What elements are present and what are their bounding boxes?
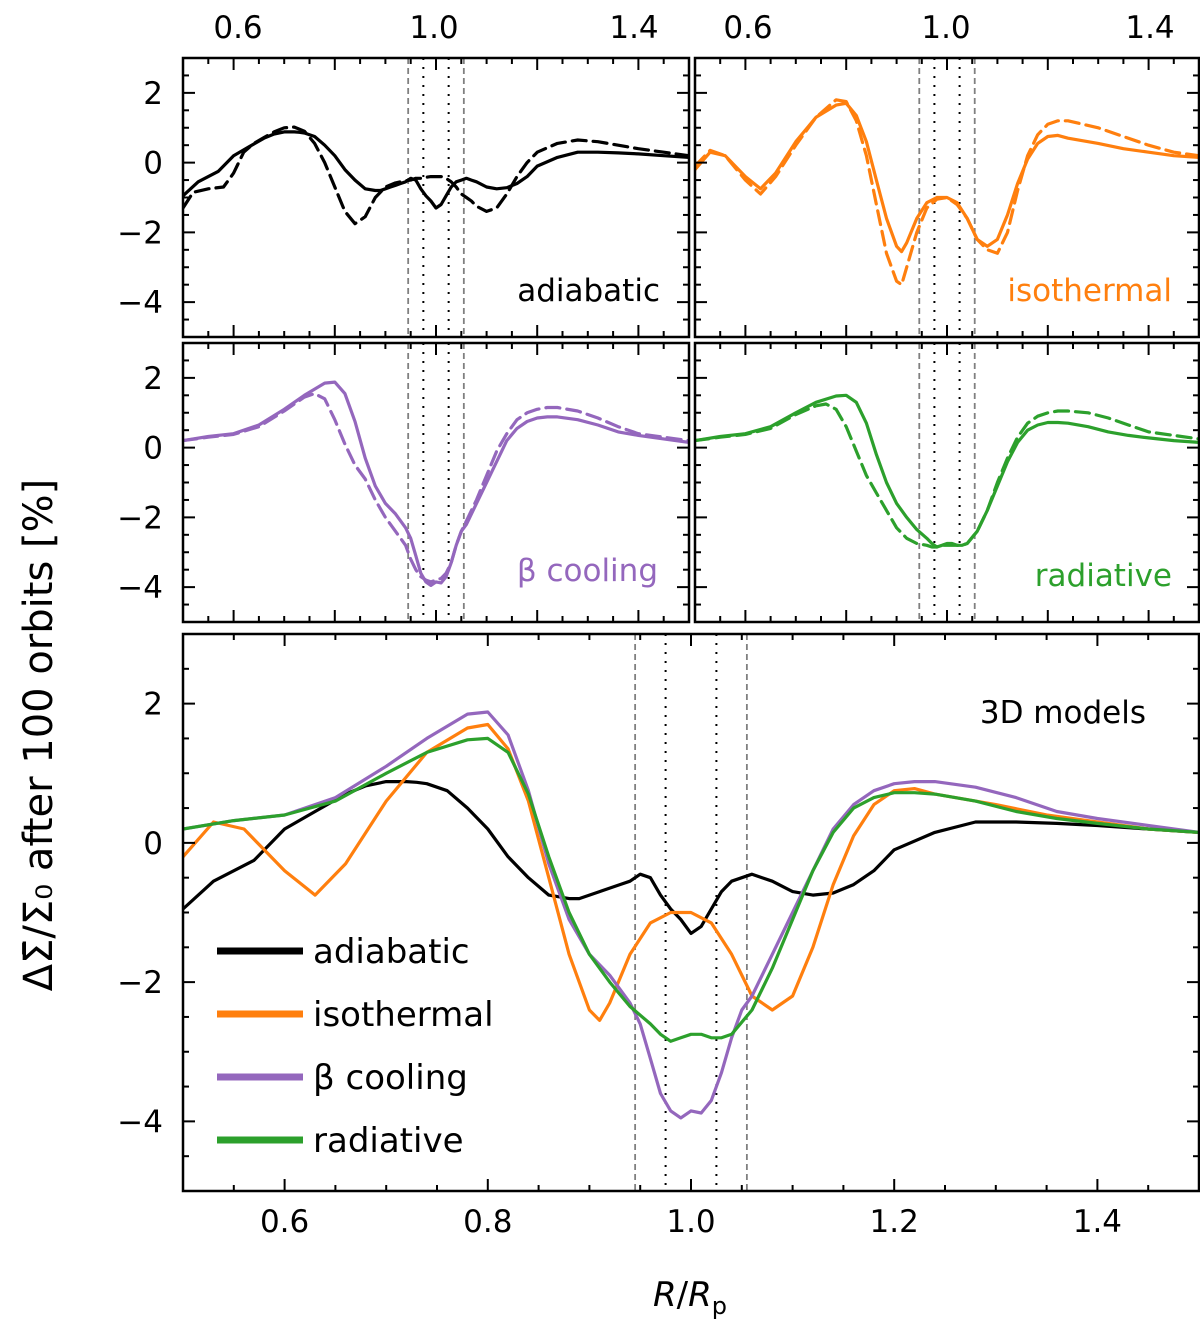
y-tick-label: 2: [143, 361, 163, 397]
series-group: [183, 380, 689, 587]
x-tick-label: 1.2: [870, 1204, 919, 1240]
series-line-2d-dashed-: [183, 392, 689, 584]
top-tick-left-1.0: 1.0: [409, 10, 458, 46]
x-tick-label: 0.8: [463, 1204, 512, 1240]
y-tick-label: −4: [117, 1104, 163, 1140]
y-tick-label: 2: [143, 687, 163, 723]
top-tick-right-0.6: 0.6: [723, 10, 772, 46]
tick-marks: [182, 57, 690, 338]
series-line-adiabatic: [183, 780, 1199, 935]
y-tick-label: −2: [117, 500, 163, 536]
y-axis-label: ΔΣ̄/Σ₀ after 100 orbits [%]: [16, 479, 62, 991]
y-tick-label: −4: [117, 570, 163, 606]
series-line-isothermal: [183, 722, 1199, 1022]
legend-label: isothermal: [313, 995, 494, 1035]
top-tick-right-1.4: 1.4: [1125, 10, 1174, 46]
panel-label: β cooling: [517, 553, 658, 589]
y-tick-label: 2: [143, 76, 163, 112]
x-tick-label: 1.4: [1073, 1204, 1122, 1240]
panel-isothermal: isothermal: [693, 56, 1200, 339]
panel-beta-cooling: 2 0 −2 −4 β cooling: [117, 341, 691, 624]
panel-3d-models: 2 0 −2 −4 0.6 0.8 1.0 1.2 1.4 3D models adiabatic i…: [117, 632, 1200, 1240]
series-line--cooling: [183, 710, 1199, 1120]
series-line-2d-dashed-: [695, 402, 1199, 549]
series-group: [183, 710, 1199, 1120]
tick-marks: [694, 57, 1200, 338]
legend-label: adiabatic: [313, 932, 470, 972]
panel-label: adiabatic: [517, 273, 660, 309]
panel-label: 3D models: [980, 695, 1146, 731]
x-axis-label: R/Rp: [653, 1275, 727, 1319]
series-group: [695, 393, 1199, 549]
panel-radiative: radiative: [693, 341, 1200, 624]
series-line-3d-solid-: [183, 130, 689, 210]
series-line-radiative: [183, 736, 1199, 1043]
x-axis-label-sub: p: [712, 1292, 727, 1319]
x-axis-label-slash: /: [677, 1275, 689, 1315]
tick-marks: [694, 342, 1200, 623]
top-tick-left-0.6: 0.6: [213, 10, 262, 46]
x-tick-label: 1.0: [666, 1204, 715, 1240]
y-tick-label: −4: [117, 285, 163, 321]
x-axis-label-r: R: [653, 1275, 677, 1315]
top-tick-left-1.4: 1.4: [609, 10, 658, 46]
series-line-2d-dashed-: [183, 125, 689, 226]
y-tick-label: 0: [143, 146, 163, 182]
series-line-3d-solid-: [695, 101, 1199, 254]
y-tick-label: −2: [117, 215, 163, 251]
y-tick-label: 0: [143, 826, 163, 862]
panel-label: radiative: [1035, 558, 1172, 594]
tick-marks: [182, 633, 1200, 1192]
top-axis-labels: 0.6 1.0 1.4 0.6 1.0 1.4: [213, 10, 1174, 46]
series-group: [183, 125, 689, 226]
x-axis-label-rp: R: [688, 1275, 712, 1315]
legend: adiabatic isothermal β cooling radiative: [217, 932, 494, 1161]
series-line-2d-dashed-: [695, 98, 1199, 287]
panel-adiabatic: 2 0 −2 −4 adiabatic: [117, 56, 691, 339]
tick-marks: [182, 342, 690, 623]
series-line-3d-solid-: [695, 393, 1199, 549]
y-tick-label: −2: [117, 965, 163, 1001]
series-line-3d-solid-: [183, 380, 689, 587]
x-tick-label: 0.6: [260, 1204, 309, 1240]
top-tick-right-1.0: 1.0: [921, 10, 970, 46]
y-tick-label: 0: [143, 431, 163, 467]
panel-label: isothermal: [1007, 273, 1172, 309]
legend-label: β cooling: [313, 1058, 468, 1098]
series-group: [695, 98, 1199, 287]
legend-label: radiative: [313, 1121, 464, 1161]
